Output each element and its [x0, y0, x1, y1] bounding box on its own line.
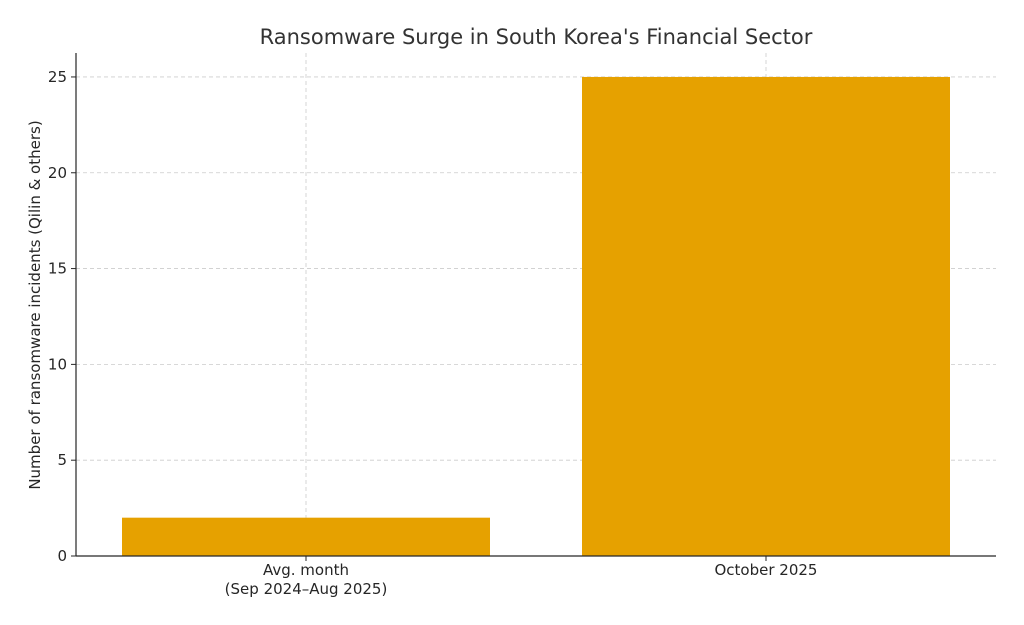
- x-tick-label-0: Avg. month (Sep 2024–Aug 2025): [225, 561, 388, 598]
- x-tick-label-1: October 2025: [715, 561, 818, 579]
- y-axis-ticks: 0 5 10 15 20 25: [48, 68, 76, 565]
- y-tick-label-10: 10: [48, 355, 67, 373]
- chart-title: Ransomware Surge in South Korea's Financ…: [260, 25, 813, 49]
- y-axis-label: Number of ransomware incidents (Qilin & …: [26, 120, 44, 489]
- bar-1: [582, 76, 950, 556]
- x-axis-ticks: Avg. month (Sep 2024–Aug 2025) October 202…: [225, 556, 818, 598]
- y-tick-label-15: 15: [48, 260, 67, 278]
- bar-0: [122, 517, 490, 556]
- y-tick-label-0: 0: [57, 547, 67, 565]
- bars: [122, 76, 950, 556]
- y-tick-label-25: 25: [48, 68, 67, 86]
- y-tick-label-5: 5: [57, 451, 67, 469]
- axes: [75, 53, 996, 557]
- y-tick-label-20: 20: [48, 164, 67, 182]
